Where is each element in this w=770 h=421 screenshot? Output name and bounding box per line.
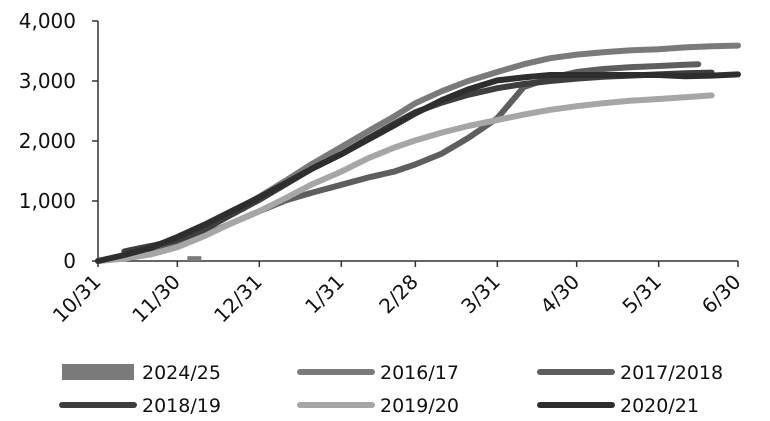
x-tick-label: 6/30: [697, 270, 746, 319]
series-line-2019-20: [95, 92, 715, 264]
x-tick-label: 5/31: [617, 270, 666, 319]
x-tick-label: 2/28: [374, 270, 423, 319]
x-tick-label: 12/31: [209, 270, 267, 328]
x-tick-label: 3/31: [456, 270, 505, 319]
legend-label-2024-25: 2024/25: [142, 362, 221, 384]
x-tick-label: 10/31: [48, 270, 106, 328]
axes: 0 1,000 2,000 3,000 4,000 10/31 11/30 12/31 1/31…: [19, 9, 746, 327]
x-tick-label: 11/30: [127, 270, 185, 328]
x-tick-label: 1/31: [300, 270, 349, 319]
y-tick-label: 3,000: [19, 69, 76, 93]
legend-label-2019-20: 2019/20: [380, 395, 459, 417]
legend-label-2017-2018: 2017/2018: [620, 362, 723, 384]
legend-label-2016-17: 2016/17: [380, 362, 459, 384]
legend-swatch-2024-25: [62, 364, 134, 380]
series-layer: [95, 42, 741, 264]
legend: 2024/25 2016/17 2017/2018 2018/19 2019/20 202…: [59, 362, 723, 417]
legend-label-2018-19: 2018/19: [142, 395, 221, 417]
y-tick-label: 2,000: [19, 129, 76, 153]
x-tick-label: 4/30: [535, 270, 584, 319]
y-tick-label: 1,000: [19, 189, 76, 213]
legend-label-2020-21: 2020/21: [620, 395, 699, 417]
y-tick-label: 0: [63, 249, 76, 273]
series-line-2020-21: [95, 71, 741, 264]
bar-2024-25: [187, 256, 202, 261]
y-tick-label: 4,000: [19, 9, 76, 33]
